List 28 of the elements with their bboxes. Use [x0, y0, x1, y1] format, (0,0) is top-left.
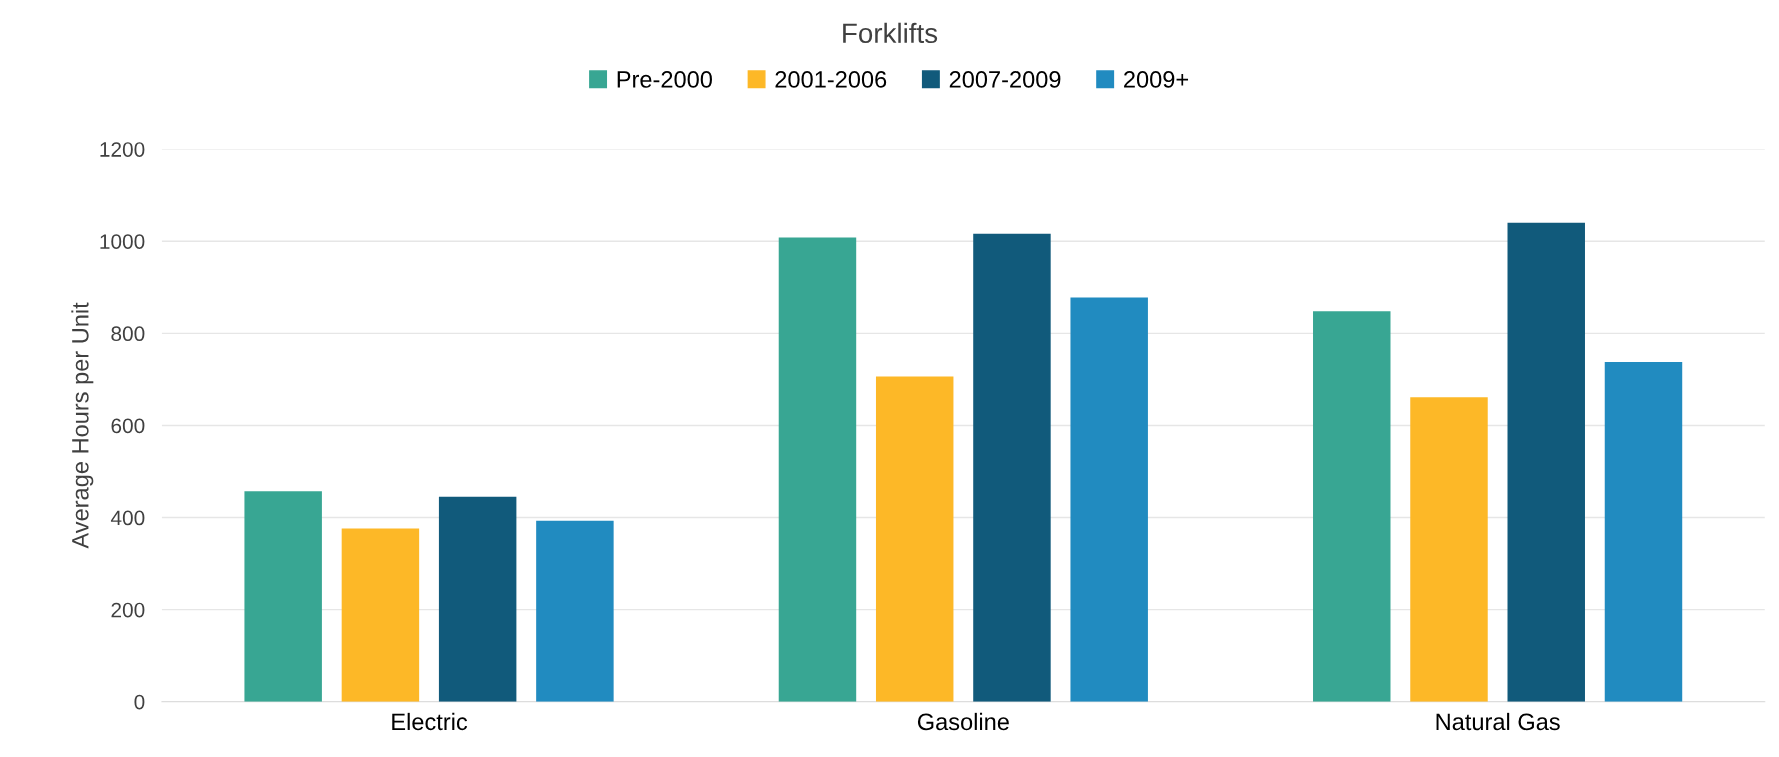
x-tick-label: Electric	[392, 712, 468, 731]
y-axis-title: Average Hours per Unit	[71, 302, 94, 549]
y-tick-label: 200	[111, 602, 145, 618]
bar	[1313, 311, 1391, 702]
bar	[1507, 222, 1585, 702]
x-tick-label: Gasoline	[917, 712, 1009, 731]
legend-label: 2009+	[1124, 71, 1189, 88]
bar	[1604, 361, 1683, 702]
y-tick-label: 1000	[100, 234, 145, 249]
bar	[1410, 397, 1488, 702]
bar	[341, 528, 420, 702]
y-tick-label: 400	[110, 510, 145, 526]
y-tick-label: 0	[134, 694, 145, 710]
bar	[438, 496, 517, 702]
y-tick-label: 600	[111, 418, 145, 434]
y-tick-label: 1200	[100, 142, 145, 157]
bar	[536, 520, 614, 702]
bar	[244, 491, 322, 702]
legend-label: 2001-2006	[775, 71, 887, 88]
x-tick-label: Natural Gas	[1436, 712, 1560, 731]
bar	[875, 376, 954, 702]
bar	[778, 237, 857, 702]
legend-label: 2007-2009	[949, 71, 1061, 88]
legend-label: Pre-2000	[617, 71, 712, 88]
chart-title: Forklifts	[843, 22, 938, 44]
y-tick-label: 800	[111, 326, 145, 342]
bar	[973, 233, 1051, 702]
bar	[1070, 297, 1148, 702]
